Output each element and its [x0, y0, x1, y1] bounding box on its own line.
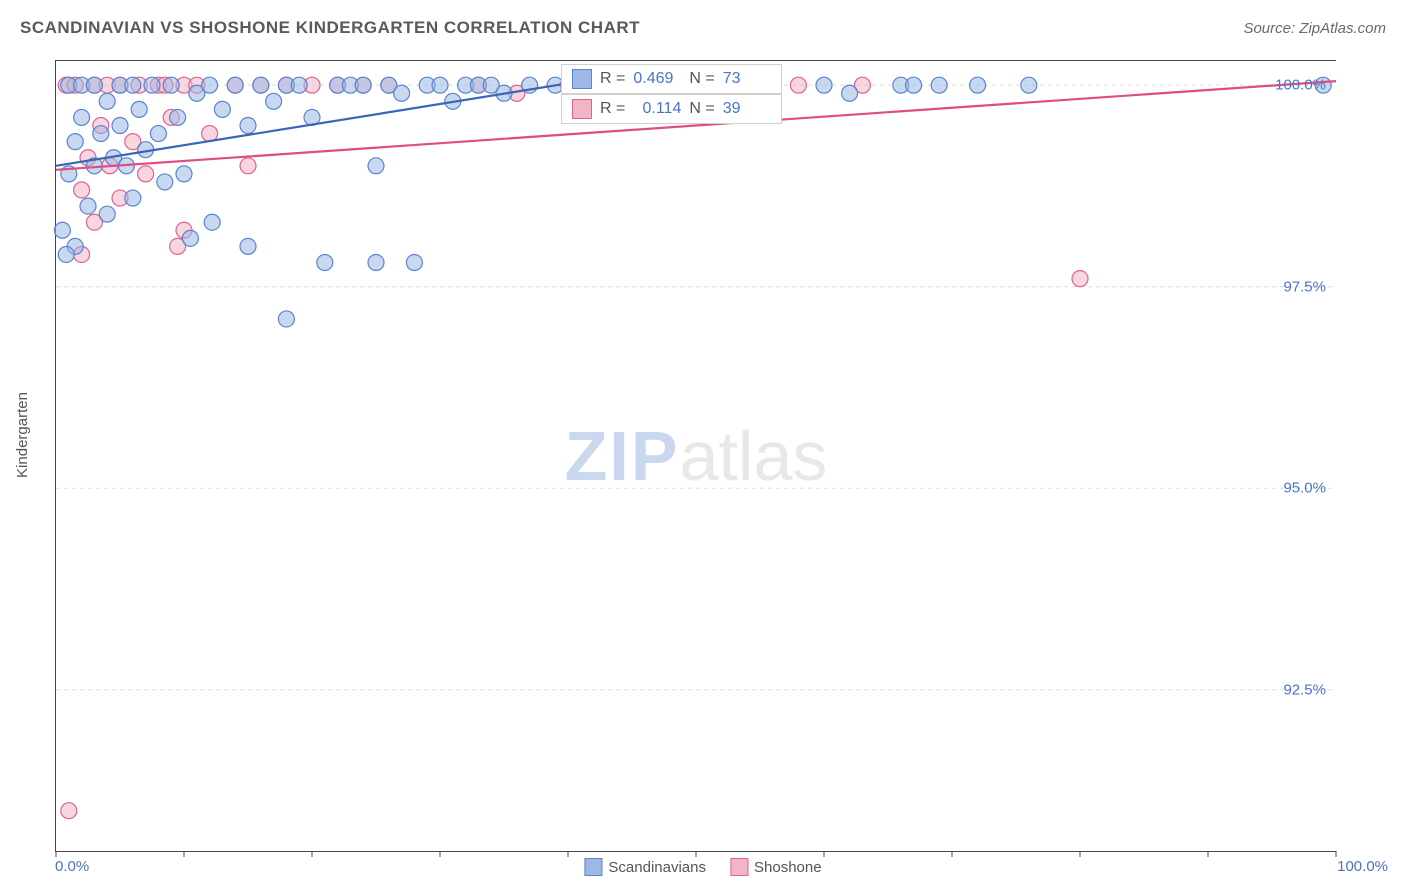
legend-swatch-scandinavians: [584, 858, 602, 876]
stat-swatch-shoshone: [572, 99, 592, 119]
stat-r-value: 0.469: [633, 70, 681, 88]
y-tick-label: 92.5%: [1283, 681, 1326, 698]
stat-swatch-scandinavians: [572, 69, 592, 89]
y-axis-label: Kindergarten: [14, 392, 31, 478]
stat-r-label: R =: [600, 100, 625, 118]
legend-label: Shoshone: [754, 859, 822, 876]
y-tick-label: 100.0%: [1275, 77, 1326, 94]
y-tick-label: 95.0%: [1283, 480, 1326, 497]
legend: Scandinavians Shoshone: [584, 858, 821, 876]
y-tick-label: 97.5%: [1283, 278, 1326, 295]
stat-n-value: 73: [723, 70, 771, 88]
stat-r-value: 0.114: [633, 100, 681, 118]
chart-svg: [56, 61, 1336, 851]
legend-swatch-shoshone: [730, 858, 748, 876]
x-tick-left: 0.0%: [55, 858, 89, 875]
stat-r-label: R =: [600, 70, 625, 88]
x-tick-right: 100.0%: [1337, 858, 1388, 875]
stat-box-series2: R = 0.114 N = 39: [561, 94, 782, 124]
legend-item-shoshone: Shoshone: [730, 858, 822, 876]
plot-area: ZIPatlas 100.0%97.5%95.0%92.5% R = 0.469…: [55, 60, 1336, 852]
chart-title: SCANDINAVIAN VS SHOSHONE KINDERGARTEN CO…: [20, 18, 640, 38]
stat-box-series1: R = 0.469 N = 73: [561, 64, 782, 94]
stat-n-value: 39: [723, 100, 771, 118]
legend-label: Scandinavians: [608, 859, 706, 876]
stat-n-label: N =: [689, 70, 714, 88]
source-label: Source: ZipAtlas.com: [1243, 20, 1386, 37]
legend-item-scandinavians: Scandinavians: [584, 858, 706, 876]
stat-n-label: N =: [689, 100, 714, 118]
